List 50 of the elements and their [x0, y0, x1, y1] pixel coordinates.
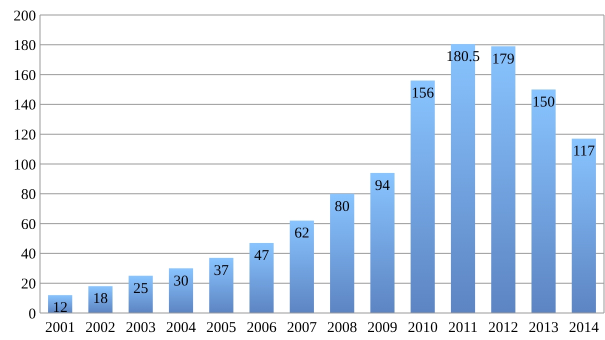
y-tick-label: 20 — [21, 276, 36, 292]
data-label: 180.5 — [446, 49, 480, 66]
y-tick-label: 80 — [21, 187, 36, 204]
x-tick-label: 2007 — [286, 320, 318, 336]
data-label: 179 — [492, 51, 515, 68]
x-tick-label: 2012 — [488, 320, 518, 336]
x-tick-label: 2005 — [206, 320, 236, 336]
x-tick-label: 2004 — [166, 320, 196, 336]
x-tick-label: 2013 — [528, 320, 559, 336]
data-label: 30 — [174, 273, 188, 290]
bar — [249, 242, 274, 313]
data-label: 37 — [214, 262, 230, 279]
x-tick-label: 2014 — [568, 320, 600, 336]
data-label: 12 — [52, 300, 68, 316]
x-tick-label: 2010 — [408, 320, 438, 336]
y-tick-label: 180 — [14, 38, 36, 54]
y-tick-label: 200 — [14, 8, 36, 24]
bar — [168, 268, 194, 313]
x-tick-label: 2009 — [367, 320, 398, 336]
x-tick-label: 2002 — [85, 320, 116, 336]
y-tick-label: 0 — [28, 306, 36, 322]
data-label: 62 — [294, 226, 310, 242]
bar — [290, 220, 314, 313]
bar — [491, 46, 516, 313]
data-label: 117 — [572, 144, 596, 160]
x-tick-label: 2001 — [45, 320, 76, 336]
bar — [531, 90, 556, 313]
x-tick-label: 2008 — [327, 320, 358, 336]
bar — [572, 138, 596, 313]
x-tick-label: 2003 — [126, 320, 156, 336]
data-label: 18 — [92, 291, 108, 308]
data-label: 25 — [133, 280, 148, 297]
y-tick-label: 100 — [14, 157, 36, 174]
data-label: 47 — [254, 248, 270, 264]
data-label: 150 — [532, 94, 555, 110]
data-label: 156 — [411, 86, 434, 102]
y-tick-label: 60 — [21, 216, 36, 233]
y-tick-label: 140 — [14, 98, 36, 114]
bar — [209, 258, 234, 313]
bar — [370, 172, 395, 313]
x-tick-label: 2006 — [246, 320, 278, 336]
data-label: 94 — [374, 178, 390, 194]
y-tick-label: 40 — [21, 246, 36, 263]
bar — [128, 276, 153, 313]
data-label: 80 — [334, 198, 350, 215]
y-tick-label: 160 — [14, 68, 36, 84]
y-tick-label: 120 — [14, 127, 36, 144]
bar — [410, 80, 435, 313]
x-tick-label: 2011 — [448, 320, 478, 336]
bar — [330, 194, 354, 313]
